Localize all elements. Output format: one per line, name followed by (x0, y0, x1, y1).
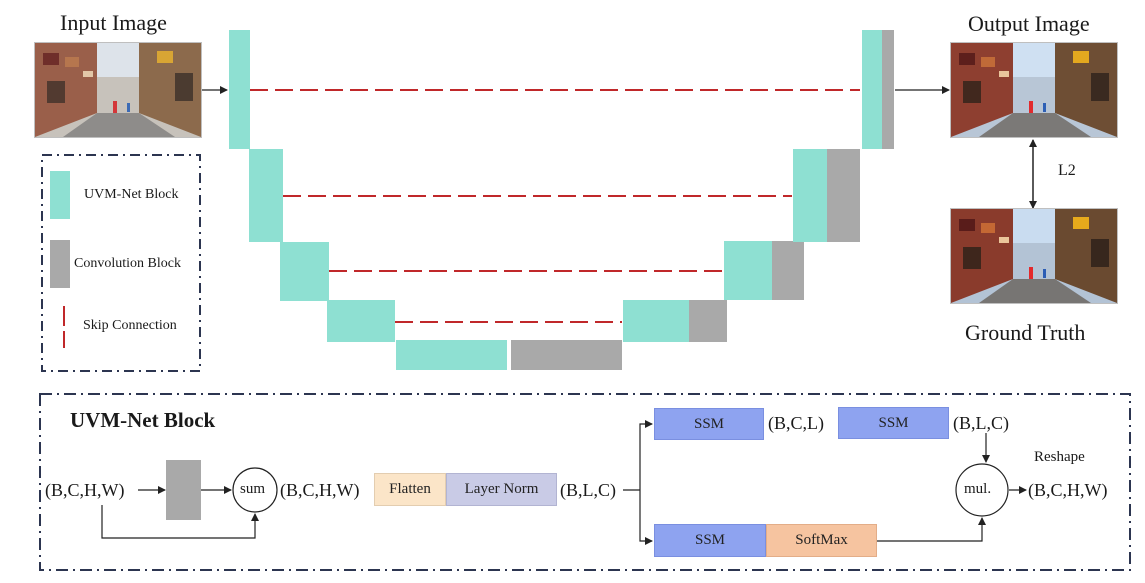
blc-shape-label: (B,L,C) (560, 480, 616, 500)
branch-upper (639, 420, 653, 490)
after-sum-shape-label: (B,C,H,W) (280, 480, 360, 500)
residual-path (101, 505, 259, 539)
ground-truth-image (950, 208, 1118, 304)
legend-conv-label: Convolution Block (74, 256, 181, 271)
reshape-label: Reshape (1034, 449, 1085, 465)
flatten-box: Flatten (374, 473, 446, 506)
ssm-box-upper-2: SSM (838, 407, 949, 439)
decoder-uvm-block-2 (793, 149, 827, 242)
mul-node (955, 463, 1009, 517)
legend-uvm-label: UVM-Net Block (84, 187, 179, 202)
decoder-conv-block-2 (827, 149, 860, 242)
decoder-uvm-block-3 (724, 241, 772, 300)
detail-border (39, 393, 1131, 571)
legend-border (41, 154, 201, 372)
l2-label: L2 (1058, 162, 1076, 179)
branch-lower (639, 490, 653, 545)
bottleneck-conv-block (511, 340, 622, 370)
ssm-box-lower: SSM (654, 524, 766, 557)
decoder-uvm-block-4 (623, 300, 689, 342)
decoder-conv-block-3 (772, 241, 804, 300)
decoder-uvm-block-1 (862, 30, 882, 149)
sum-label: sum (240, 481, 266, 497)
detail-conv-block (166, 460, 201, 520)
softmax-box: SoftMax (766, 524, 877, 557)
encoder-block-2 (249, 149, 283, 242)
bottleneck-uvm-block (396, 340, 507, 370)
input-image (34, 42, 202, 138)
legend-skip-label: Skip Connection (83, 318, 177, 333)
legend-uvm-swatch (50, 171, 70, 219)
output-image (950, 42, 1118, 138)
decoder-conv-block-4 (689, 300, 727, 342)
encoder-block-1 (229, 30, 250, 149)
input-image-title: Input Image (60, 10, 167, 35)
ground-truth-title: Ground Truth (965, 320, 1086, 345)
decoder-conv-block-1 (882, 30, 894, 149)
layer-norm-box: Layer Norm (446, 473, 557, 506)
blc-shape-label-2: (B,L,C) (953, 413, 1009, 433)
output-shape-label: (B,C,H,W) (1028, 480, 1108, 500)
legend-conv-swatch (50, 240, 70, 288)
ssm-box-upper-1: SSM (654, 408, 764, 440)
detail-heading: UVM-Net Block (70, 408, 216, 432)
lower-to-mul (877, 517, 986, 542)
bcl-shape-label: (B,C,L) (768, 413, 824, 433)
sum-node (232, 467, 278, 513)
mul-label: mul. (964, 481, 992, 497)
encoder-block-3 (280, 242, 329, 301)
encoder-block-4 (327, 300, 395, 342)
input-shape-label: (B,C,H,W) (45, 480, 125, 500)
output-image-title: Output Image (968, 11, 1090, 36)
